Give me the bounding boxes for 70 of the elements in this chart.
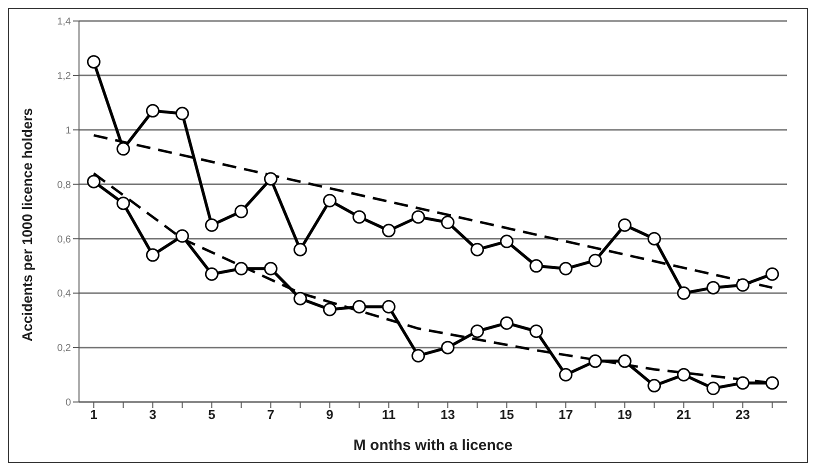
point xyxy=(294,292,307,306)
y-axis-title: Accidents per 1000 licence holders xyxy=(18,108,35,342)
point xyxy=(264,172,278,186)
point xyxy=(766,376,779,390)
point xyxy=(205,267,218,281)
point xyxy=(234,262,248,276)
point xyxy=(352,300,366,314)
point xyxy=(559,262,572,276)
point xyxy=(441,216,454,230)
point xyxy=(87,174,100,188)
y-tick-label: 1 xyxy=(65,125,72,136)
x-tick-label: 1 xyxy=(90,407,98,422)
point xyxy=(116,196,130,210)
point xyxy=(176,229,189,243)
point xyxy=(648,378,661,392)
point xyxy=(618,354,632,368)
y-tick-label: 0,8 xyxy=(57,180,72,191)
y-tick-label: 0,6 xyxy=(57,234,72,246)
point xyxy=(87,55,100,69)
point xyxy=(618,218,632,232)
point xyxy=(441,340,454,354)
y-tick-label: 1,4 xyxy=(57,16,72,28)
point xyxy=(500,234,514,248)
point xyxy=(176,106,189,120)
point xyxy=(588,254,602,268)
point xyxy=(294,242,307,256)
y-tick-label: 0,2 xyxy=(57,343,72,354)
y-tick-label: 0,4 xyxy=(57,288,72,300)
x-tick-label: 3 xyxy=(149,407,156,422)
point xyxy=(706,382,720,396)
y-tick-label: 1,2 xyxy=(57,70,72,82)
point xyxy=(677,286,690,300)
point xyxy=(530,259,543,273)
point xyxy=(677,368,690,382)
point xyxy=(412,348,425,362)
x-tick-label: 15 xyxy=(500,407,514,422)
x-tick-label: 5 xyxy=(208,407,216,422)
x-tick-label: 7 xyxy=(267,407,274,422)
point xyxy=(382,224,396,238)
x-tick-label: 9 xyxy=(326,407,334,422)
point xyxy=(116,142,130,156)
point xyxy=(264,262,278,276)
x-tick-label: 21 xyxy=(676,407,691,422)
point xyxy=(736,278,750,292)
point xyxy=(412,210,425,224)
point xyxy=(323,194,336,208)
point xyxy=(146,104,160,118)
point xyxy=(323,302,336,316)
point xyxy=(382,300,396,314)
x-tick-label: 23 xyxy=(736,407,750,422)
x-axis-title: M onths with a licence xyxy=(353,437,513,454)
y-tick-label: 0 xyxy=(65,398,72,409)
point xyxy=(588,354,602,368)
point xyxy=(470,324,484,338)
x-tick-label: 19 xyxy=(618,407,632,422)
point xyxy=(146,248,160,262)
point xyxy=(234,204,248,218)
point xyxy=(766,267,779,281)
point xyxy=(706,280,720,294)
point xyxy=(470,242,484,256)
point xyxy=(736,376,750,390)
point xyxy=(559,368,572,382)
point xyxy=(648,232,661,246)
point xyxy=(500,316,514,330)
x-tick-label: 11 xyxy=(382,407,396,422)
point xyxy=(205,218,218,232)
point xyxy=(352,210,366,224)
point xyxy=(530,324,543,338)
x-tick-label: 13 xyxy=(440,407,455,422)
x-tick-label: 17 xyxy=(558,407,573,422)
